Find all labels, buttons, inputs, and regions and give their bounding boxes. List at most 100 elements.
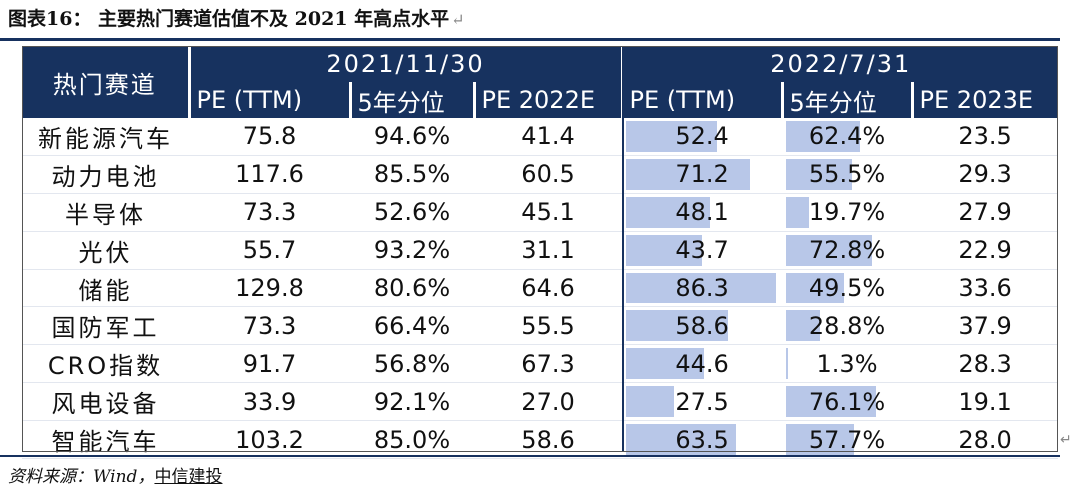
row-name: 新能源汽车 <box>22 118 189 156</box>
pct-2022-bar <box>786 272 845 304</box>
cell-pct-2022: 62.4% <box>782 118 913 156</box>
pe-ttm-2022-bar <box>626 121 718 152</box>
cell-pct-2021: 80.6% <box>350 269 474 308</box>
pct-2022-value: 1.3% <box>816 349 878 378</box>
cell-pct-2021: 85.0% <box>350 420 474 460</box>
pct-2022-value: 19.7% <box>808 198 886 227</box>
pe-ttm-2022-value: 58.6 <box>675 311 729 340</box>
cell-pe-2023e: 29.3 <box>912 155 1059 194</box>
valuation-table-wrap: 热门赛道 2021/11/30 2022/7/31 PE (TTM) 5年分位 … <box>22 46 1059 460</box>
group-divider <box>622 46 624 452</box>
pct-2022-bar <box>786 424 855 456</box>
cell-pe-2023e: 37.9 <box>912 306 1059 346</box>
cell-pe-ttm-2022: 52.4 <box>622 118 783 156</box>
row-name: 光伏 <box>22 231 189 270</box>
return-mark: ↵ <box>451 10 465 29</box>
row-name: 国防军工 <box>22 306 189 346</box>
cell-pct-2021: 85.5% <box>350 155 474 194</box>
cell-pe-ttm-2021: 91.7 <box>189 344 350 384</box>
cell-pct-2021: 52.6% <box>350 193 474 232</box>
pe-ttm-2022-bar <box>626 196 710 228</box>
table-row: 动力电池 117.6 85.5% 60.5 71.2 55.5% 29.3 <box>22 155 1059 194</box>
pe-ttm-2022-value: 63.5 <box>675 425 729 454</box>
pct-2022-bar <box>786 234 872 266</box>
pct-2022-value: 62.4% <box>808 122 886 151</box>
cell-pe-2023e: 33.6 <box>912 269 1059 308</box>
pe-ttm-2022-value: 86.3 <box>675 274 729 302</box>
cell-pe-ttm-2022: 27.5 <box>622 382 783 422</box>
col-header-pe-ttm-2021: PE (TTM) <box>189 82 352 118</box>
pct-2022-bar <box>786 386 876 418</box>
cell-pe-ttm-2022: 63.5 <box>622 420 783 460</box>
cell-pe-2023e: 23.5 <box>912 118 1059 156</box>
cell-pct-2021: 92.1% <box>350 382 474 422</box>
cell-pe-ttm-2022: 48.1 <box>622 193 783 232</box>
cell-pct-2022: 49.5% <box>782 269 913 308</box>
row-name: 动力电池 <box>22 155 189 194</box>
row-name: CRO指数 <box>22 344 189 384</box>
col-header-pct-2021: 5年分位 <box>350 82 476 118</box>
table-row: 新能源汽车 75.8 94.6% 41.4 52.4 62.4% 23.5 <box>22 118 1059 156</box>
cell-pe-2022e: 55.5 <box>474 306 623 346</box>
source-note: 资料来源：Wind，中信建投 <box>8 462 222 487</box>
pct-2022-value: 76.1% <box>808 387 886 416</box>
cell-pct-2022: 28.8% <box>782 306 913 346</box>
cell-pe-ttm-2022: 43.7 <box>622 231 783 270</box>
cell-pe-2022e: 58.6 <box>474 420 623 460</box>
col-header-pe-ttm-2022: PE (TTM) <box>622 82 784 118</box>
table-body: 新能源汽车 75.8 94.6% 41.4 52.4 62.4% 23.5 动力电池 117.6… <box>22 118 1059 460</box>
pe-ttm-2022-bar <box>626 272 777 304</box>
table-row: 光伏 55.7 93.2% 31.1 43.7 72.8% 22.9 <box>22 231 1059 270</box>
pe-ttm-2022-bar <box>626 386 674 418</box>
pct-2022-bar <box>786 348 789 380</box>
col-header-pct-2022: 5年分位 <box>782 82 914 118</box>
pct-2022-bar <box>786 121 860 152</box>
cell-pct-2022: 1.3% <box>782 344 913 384</box>
cell-pct-2021: 94.6% <box>350 118 474 156</box>
pct-2022-bar <box>786 310 820 342</box>
pe-ttm-2022-value: 44.6 <box>675 349 729 378</box>
figure-title-text: 图表16： 主要热门赛道估值不及 2021 年高点水平 <box>8 8 450 30</box>
cell-pe-2022e: 64.6 <box>474 269 623 308</box>
table-row: 国防军工 73.3 66.4% 55.5 58.6 28.8% 37.9 <box>22 306 1059 346</box>
cell-pe-ttm-2021: 75.8 <box>189 118 350 156</box>
cell-pct-2021: 93.2% <box>350 231 474 270</box>
cell-pe-ttm-2021: 73.3 <box>189 193 350 232</box>
pe-ttm-2022-bar <box>626 424 737 456</box>
row-name: 风电设备 <box>22 382 189 422</box>
cell-pct-2021: 66.4% <box>350 306 474 346</box>
pe-ttm-2022-value: 48.1 <box>675 198 729 227</box>
table-row: 储能 129.8 80.6% 64.6 86.3 49.5% 33.6 <box>22 269 1059 308</box>
pe-ttm-2022-value: 27.5 <box>675 387 729 416</box>
cell-pe-ttm-2022: 71.2 <box>622 155 783 194</box>
cell-pe-2022e: 45.1 <box>474 193 623 232</box>
table-row: 半导体 73.3 52.6% 45.1 48.1 19.7% 27.9 <box>22 193 1059 232</box>
pe-ttm-2022-value: 43.7 <box>675 236 729 265</box>
cell-pe-ttm-2021: 103.2 <box>189 420 350 460</box>
pct-2022-value: 72.8% <box>808 236 886 265</box>
cell-pe-2022e: 67.3 <box>474 344 623 384</box>
cell-pe-2022e: 41.4 <box>474 118 623 156</box>
cell-pe-ttm-2021: 33.9 <box>189 382 350 422</box>
return-mark-table: ↵ <box>1060 432 1072 448</box>
cell-pe-2023e: 27.9 <box>912 193 1059 232</box>
col-header-pe-2023e: PE 2023E <box>912 82 1059 118</box>
cell-pct-2021: 56.8% <box>350 344 474 384</box>
cell-pe-2023e: 28.3 <box>912 344 1059 384</box>
cell-pe-2023e: 19.1 <box>912 382 1059 422</box>
row-name: 智能汽车 <box>22 420 189 460</box>
pct-2022-value: 49.5% <box>808 274 886 302</box>
cell-pe-ttm-2021: 73.3 <box>189 306 350 346</box>
cell-pe-ttm-2021: 129.8 <box>189 269 350 308</box>
cell-pct-2022: 57.7% <box>782 420 913 460</box>
cell-pe-2022e: 60.5 <box>474 155 623 194</box>
pe-ttm-2022-value: 71.2 <box>675 160 729 189</box>
pct-2022-value: 28.8% <box>808 311 886 340</box>
pe-ttm-2022-bar <box>626 158 750 190</box>
cell-pct-2022: 19.7% <box>782 193 913 232</box>
table-row: CRO指数 91.7 56.8% 67.3 44.6 1.3% 28.3 <box>22 344 1059 384</box>
cell-pct-2022: 76.1% <box>782 382 913 422</box>
group-header-2022: 2022/7/31 <box>622 46 1059 82</box>
source-prefix: 资料来源：Wind， <box>8 467 155 487</box>
corner-header: 热门赛道 <box>22 46 191 118</box>
